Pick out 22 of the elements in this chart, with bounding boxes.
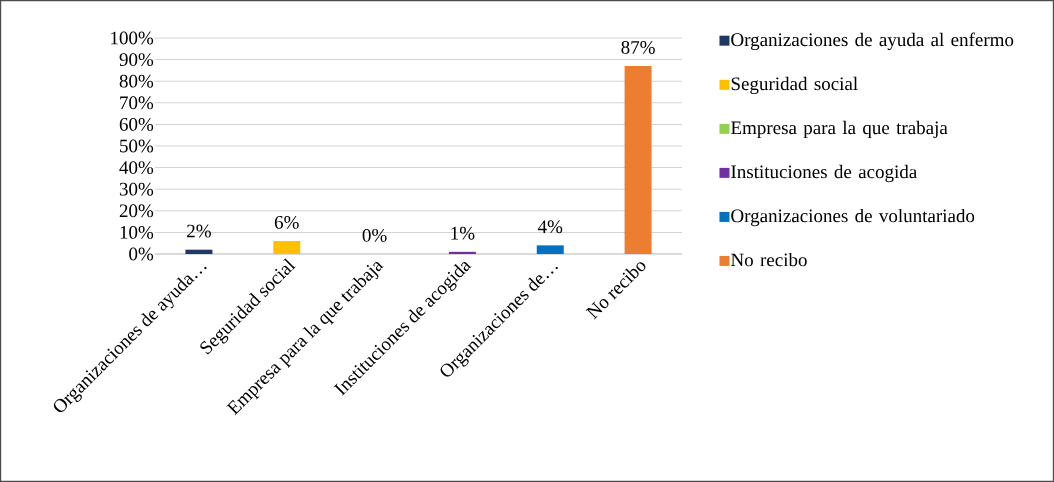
legend-label: Instituciones de acogida: [731, 164, 917, 183]
y-tick-label: 70%: [120, 96, 154, 110]
y-tick-label: 50%: [120, 139, 154, 153]
legend-label: Empresa para la que trabaja: [731, 120, 948, 139]
data-label: 87%: [621, 41, 655, 54]
legend-label: Organizaciones de voluntariado: [731, 208, 975, 227]
y-tick-label: 0%: [129, 247, 154, 261]
y-tick-label: 90%: [119, 53, 154, 67]
y-tick-label: 100%: [111, 31, 154, 45]
data-label: 0%: [362, 228, 387, 242]
data-label: 6%: [274, 215, 299, 229]
y-tick-label: 30%: [119, 182, 154, 196]
y-tick-label: 10%: [120, 225, 154, 239]
data-label: 1%: [451, 226, 475, 240]
y-tick-label: 40%: [119, 161, 154, 175]
legend-label: Organizaciones de ayuda al enfermo: [731, 32, 1014, 51]
y-tick-label: 20%: [119, 204, 154, 218]
data-label: 2%: [187, 224, 211, 238]
y-tick-label: 80%: [119, 74, 154, 88]
legend-label: Seguridad social: [731, 76, 858, 95]
y-tick-label: 60%: [119, 117, 154, 131]
data-label: 4%: [537, 220, 563, 234]
